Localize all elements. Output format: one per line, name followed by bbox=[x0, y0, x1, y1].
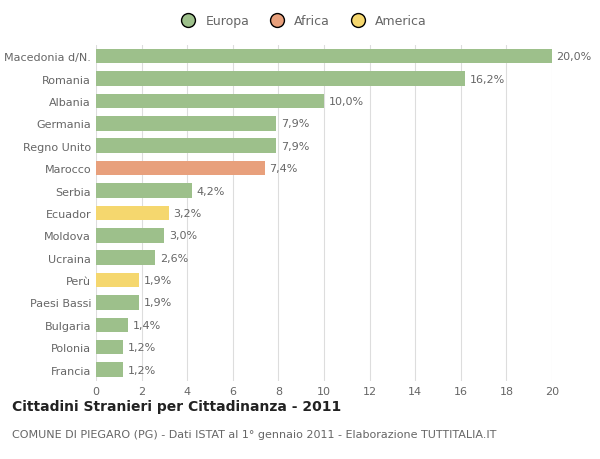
Bar bbox=[96, 206, 169, 221]
Text: 16,2%: 16,2% bbox=[470, 74, 505, 84]
Bar bbox=[96, 296, 139, 310]
Legend: Europa, Africa, America: Europa, Africa, America bbox=[170, 10, 432, 33]
Bar bbox=[96, 95, 324, 109]
Text: 10,0%: 10,0% bbox=[329, 97, 364, 107]
Text: 1,4%: 1,4% bbox=[133, 320, 161, 330]
Text: 4,2%: 4,2% bbox=[196, 186, 224, 196]
Text: 7,9%: 7,9% bbox=[281, 141, 309, 151]
Bar bbox=[96, 251, 155, 265]
Text: 1,9%: 1,9% bbox=[144, 275, 172, 285]
Text: 1,9%: 1,9% bbox=[144, 298, 172, 308]
Bar bbox=[96, 229, 164, 243]
Text: Cittadini Stranieri per Cittadinanza - 2011: Cittadini Stranieri per Cittadinanza - 2… bbox=[12, 399, 341, 413]
Bar bbox=[96, 50, 552, 64]
Text: 1,2%: 1,2% bbox=[128, 342, 156, 353]
Bar bbox=[96, 162, 265, 176]
Bar bbox=[96, 318, 128, 332]
Text: 1,2%: 1,2% bbox=[128, 365, 156, 375]
Bar bbox=[96, 139, 276, 154]
Text: 3,2%: 3,2% bbox=[173, 208, 202, 218]
Bar bbox=[96, 273, 139, 288]
Bar bbox=[96, 184, 192, 198]
Bar bbox=[96, 340, 124, 355]
Text: 7,9%: 7,9% bbox=[281, 119, 309, 129]
Text: 20,0%: 20,0% bbox=[557, 52, 592, 62]
Bar bbox=[96, 72, 466, 87]
Text: 7,4%: 7,4% bbox=[269, 164, 298, 174]
Bar bbox=[96, 363, 124, 377]
Bar bbox=[96, 117, 276, 131]
Text: 2,6%: 2,6% bbox=[160, 253, 188, 263]
Text: COMUNE DI PIEGARO (PG) - Dati ISTAT al 1° gennaio 2011 - Elaborazione TUTTITALIA: COMUNE DI PIEGARO (PG) - Dati ISTAT al 1… bbox=[12, 429, 496, 439]
Text: 3,0%: 3,0% bbox=[169, 231, 197, 241]
